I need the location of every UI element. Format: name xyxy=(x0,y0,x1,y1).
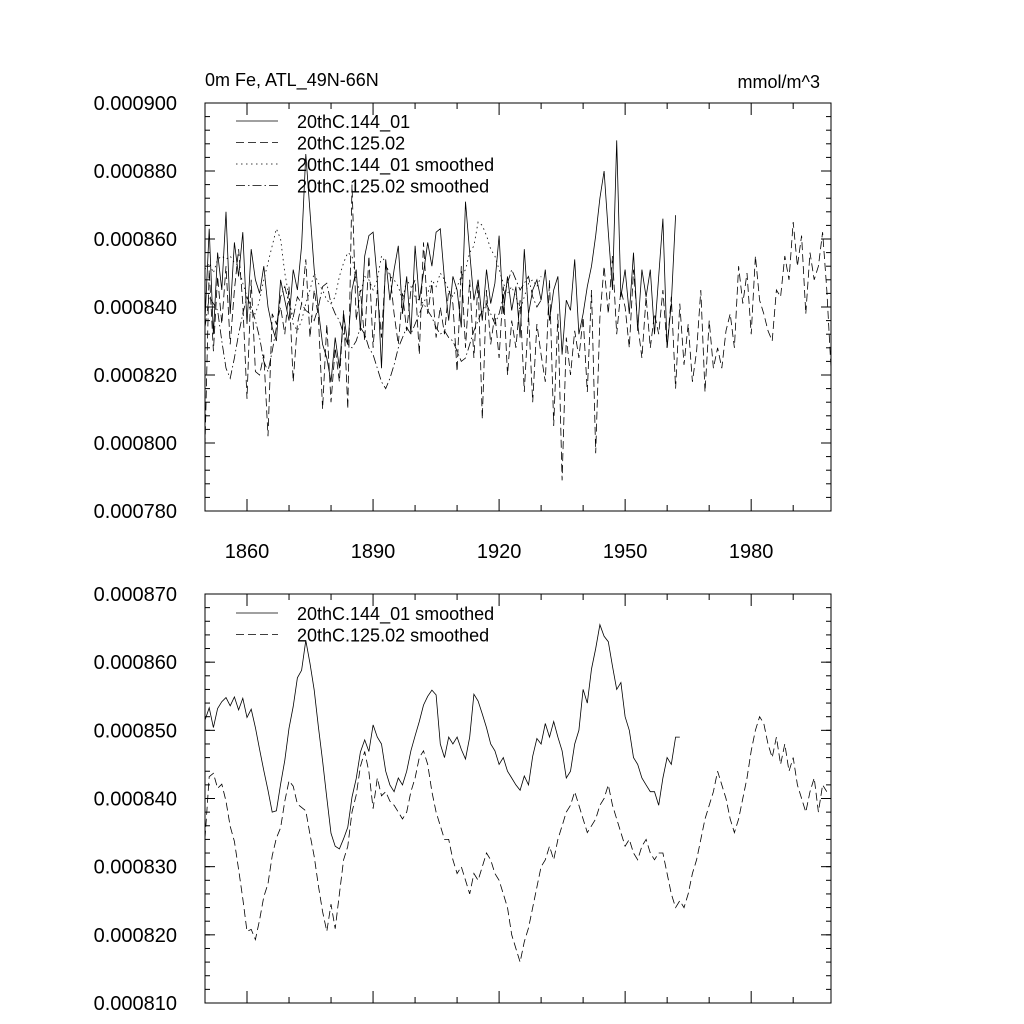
top-panel: 0.000780 0.000800 0.000820 0.000840 0.000860… xyxy=(94,70,832,563)
legend-label: 20thC.144_01 smoothed xyxy=(297,604,494,625)
y-tick-label: 0.000840 xyxy=(94,297,177,319)
y-tick-label: 0.000860 xyxy=(94,652,177,674)
bottom-panel: 0.000810 0.000820 0.000830 0.000840 0.000850… xyxy=(94,584,832,1015)
plot-frame xyxy=(204,593,832,1004)
y-tick-label: 0.000820 xyxy=(94,925,177,947)
legend-label: 20thC.125.02 smoothed xyxy=(297,626,489,646)
x-tick-label: 1890 xyxy=(351,541,396,563)
units-label: mmol/m^3 xyxy=(738,72,820,92)
series-line-20thc-125-02-smoothed xyxy=(205,268,542,390)
series-line-20thc-125-02 xyxy=(205,184,831,481)
y-tick-label: 0.000820 xyxy=(94,365,177,387)
x-tick-label: 1950 xyxy=(603,541,648,563)
y-tick-label: 0.000880 xyxy=(94,161,177,183)
y-tick-label: 0.000860 xyxy=(94,229,177,251)
y-tick-label: 0.000780 xyxy=(94,501,177,523)
series-line-20thc-144-01-smoothed xyxy=(205,623,680,850)
legend-label: 20thC.144_01 smoothed xyxy=(297,155,494,176)
series-line-20thc-125-02-smoothed xyxy=(205,715,828,963)
legend-label: 20thC.144_01 xyxy=(297,112,410,133)
y-tick-label: 0.000800 xyxy=(94,433,177,455)
y-tick-label: 0.000810 xyxy=(94,993,177,1015)
series-line-20thc-144-01-smoothed xyxy=(205,221,542,332)
x-tick-label: 1860 xyxy=(225,541,270,563)
x-tick-label: 1920 xyxy=(477,541,522,563)
y-tick-label: 0.000900 xyxy=(94,93,177,115)
chart-title: 0m Fe, ATL_49N-66N xyxy=(205,70,379,91)
legend-label: 20thC.125.02 smoothed xyxy=(297,177,489,197)
y-tick-label: 0.000830 xyxy=(94,857,177,879)
y-tick-label: 0.000850 xyxy=(94,720,177,742)
y-tick-label: 0.000840 xyxy=(94,789,177,811)
y-tick-label: 0.000870 xyxy=(94,584,177,606)
legend-label: 20thC.125.02 xyxy=(297,134,405,154)
x-tick-label: 1980 xyxy=(729,541,774,563)
series-line-20thc-144-01 xyxy=(205,140,676,382)
